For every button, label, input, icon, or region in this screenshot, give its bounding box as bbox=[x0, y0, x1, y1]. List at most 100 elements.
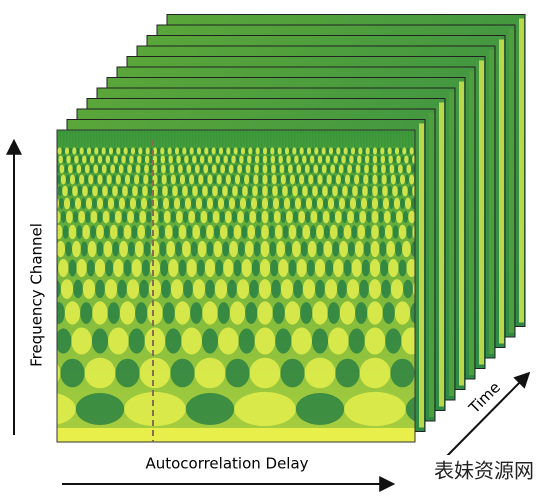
blob bbox=[272, 302, 285, 324]
fine-stripe bbox=[90, 130, 92, 147]
blob bbox=[302, 279, 316, 299]
blob bbox=[161, 279, 171, 299]
blob bbox=[289, 174, 296, 185]
blob bbox=[57, 224, 63, 240]
fine-stripe bbox=[291, 130, 293, 147]
blob bbox=[43, 147, 47, 154]
blob bbox=[157, 164, 162, 174]
blob bbox=[296, 225, 303, 239]
blob bbox=[192, 224, 201, 240]
blob bbox=[131, 225, 138, 239]
blob bbox=[186, 225, 193, 239]
blob bbox=[222, 241, 230, 257]
z-axis-label: Time bbox=[465, 378, 504, 417]
blob bbox=[403, 279, 413, 299]
blob bbox=[169, 198, 174, 209]
blob bbox=[372, 185, 378, 197]
blob bbox=[58, 259, 69, 277]
fine-stripe bbox=[198, 130, 200, 147]
blob bbox=[343, 164, 348, 174]
blob bbox=[182, 185, 188, 197]
blob bbox=[97, 155, 103, 164]
blob bbox=[96, 241, 104, 257]
blob bbox=[136, 198, 141, 209]
blob bbox=[269, 241, 277, 257]
blob bbox=[299, 174, 305, 185]
fine-stripe bbox=[201, 130, 203, 147]
blob bbox=[121, 211, 128, 223]
blob bbox=[57, 164, 60, 174]
blob bbox=[369, 155, 373, 164]
blob bbox=[295, 393, 345, 425]
blob bbox=[277, 147, 282, 155]
back-frame-edge bbox=[429, 113, 434, 417]
blob bbox=[111, 174, 116, 185]
blob bbox=[212, 185, 218, 197]
blob bbox=[147, 301, 163, 325]
blob bbox=[347, 241, 355, 257]
blob bbox=[230, 174, 235, 185]
blob bbox=[70, 155, 75, 164]
blob bbox=[367, 185, 373, 197]
fine-stripe bbox=[141, 130, 143, 147]
blob bbox=[305, 197, 313, 210]
blob bbox=[143, 174, 149, 185]
blob bbox=[314, 147, 319, 155]
blob bbox=[161, 164, 166, 174]
blob bbox=[312, 185, 318, 197]
blob bbox=[101, 147, 106, 155]
fine-stripe bbox=[192, 130, 194, 147]
blob bbox=[298, 210, 306, 224]
blob bbox=[313, 174, 318, 185]
blob bbox=[123, 147, 128, 155]
blob bbox=[311, 328, 329, 354]
fine-stripe bbox=[72, 130, 74, 147]
fine-stripe bbox=[246, 130, 248, 147]
blob bbox=[288, 259, 297, 277]
blob bbox=[280, 211, 287, 223]
fine-stripe bbox=[195, 130, 197, 147]
blob bbox=[174, 301, 191, 325]
blob bbox=[102, 155, 106, 164]
blob bbox=[124, 391, 186, 427]
blob bbox=[254, 327, 276, 355]
blob bbox=[306, 155, 310, 164]
blob bbox=[189, 147, 194, 155]
blob bbox=[98, 147, 102, 155]
fine-stripe bbox=[381, 130, 383, 147]
fine-stripe bbox=[177, 130, 179, 147]
blob bbox=[157, 185, 163, 197]
blob bbox=[227, 279, 237, 299]
blob bbox=[384, 224, 393, 240]
blob bbox=[105, 259, 114, 277]
fine-stripe bbox=[66, 130, 68, 147]
blob bbox=[86, 155, 90, 164]
blob bbox=[60, 279, 74, 299]
blob bbox=[218, 327, 239, 355]
blob bbox=[62, 185, 68, 197]
blob bbox=[412, 225, 415, 239]
blob bbox=[311, 147, 315, 155]
fine-stripe bbox=[312, 130, 314, 147]
blob bbox=[302, 155, 307, 164]
blob bbox=[101, 164, 107, 174]
blob bbox=[212, 174, 217, 185]
blob bbox=[128, 328, 145, 354]
fine-stripe bbox=[123, 130, 125, 147]
blob bbox=[316, 241, 324, 257]
blob bbox=[238, 328, 255, 354]
blob bbox=[77, 185, 83, 197]
blob bbox=[335, 358, 360, 388]
blob bbox=[76, 147, 80, 155]
blob bbox=[170, 211, 177, 223]
fine-stripe bbox=[174, 130, 176, 147]
blob bbox=[82, 155, 87, 164]
blob bbox=[170, 279, 184, 299]
blob bbox=[370, 240, 380, 258]
blob bbox=[371, 197, 379, 210]
blob bbox=[141, 259, 150, 277]
blob bbox=[385, 155, 389, 164]
blob bbox=[268, 198, 273, 209]
blob bbox=[322, 155, 326, 164]
blob bbox=[340, 174, 345, 185]
